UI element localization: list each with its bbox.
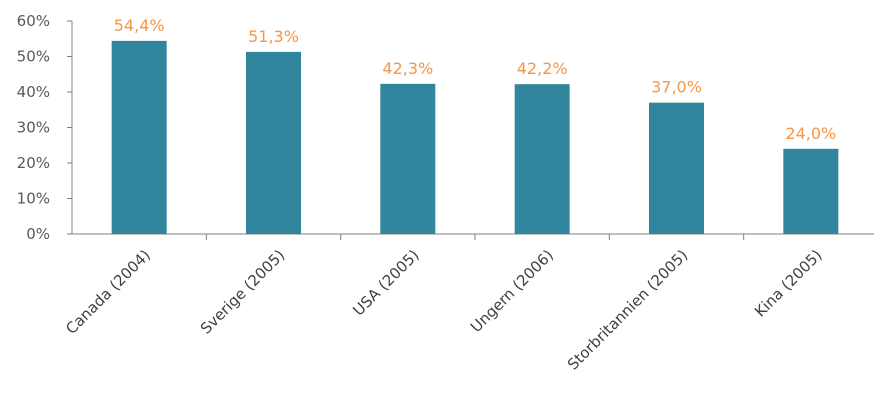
bar — [783, 148, 839, 234]
y-tick-label: 30% — [17, 119, 50, 137]
category-label: USA (2005) — [349, 246, 422, 319]
data-label: 42,2% — [517, 59, 568, 78]
x-axis — [72, 233, 874, 240]
bar — [649, 102, 704, 235]
category-label: Sverige (2005) — [197, 246, 288, 337]
bar — [111, 40, 167, 234]
category-label: Storbritannien (2005) — [564, 246, 691, 373]
category-label: Kina (2005) — [751, 246, 826, 321]
data-label: 24,0% — [785, 124, 836, 143]
data-labels: 54,4% 51,3% 42,3% 42,2% 37,0% 24,0% — [114, 16, 836, 143]
bars — [111, 40, 839, 235]
category-labels: Canada (2004) Sverige (2005) USA (2005) Ung… — [62, 246, 825, 373]
bar — [514, 84, 570, 234]
category-label: Canada (2004) — [62, 246, 154, 338]
bar — [246, 51, 301, 235]
y-tick-label: 20% — [17, 154, 50, 172]
y-tick-label: 50% — [17, 48, 50, 66]
bar — [380, 83, 436, 235]
data-label: 54,4% — [114, 16, 165, 35]
y-tick-label: 60% — [17, 12, 50, 30]
y-axis: 0% 10% 20% 30% 40% 50% 60% — [17, 12, 73, 243]
category-label: Ungern (2006) — [467, 246, 557, 336]
data-label: 51,3% — [248, 27, 299, 46]
y-tick-label: 10% — [17, 190, 50, 208]
data-label: 37,0% — [651, 78, 702, 97]
data-label: 42,3% — [382, 59, 433, 78]
y-tick-label: 40% — [17, 83, 50, 101]
y-tick-label: 0% — [26, 225, 50, 243]
